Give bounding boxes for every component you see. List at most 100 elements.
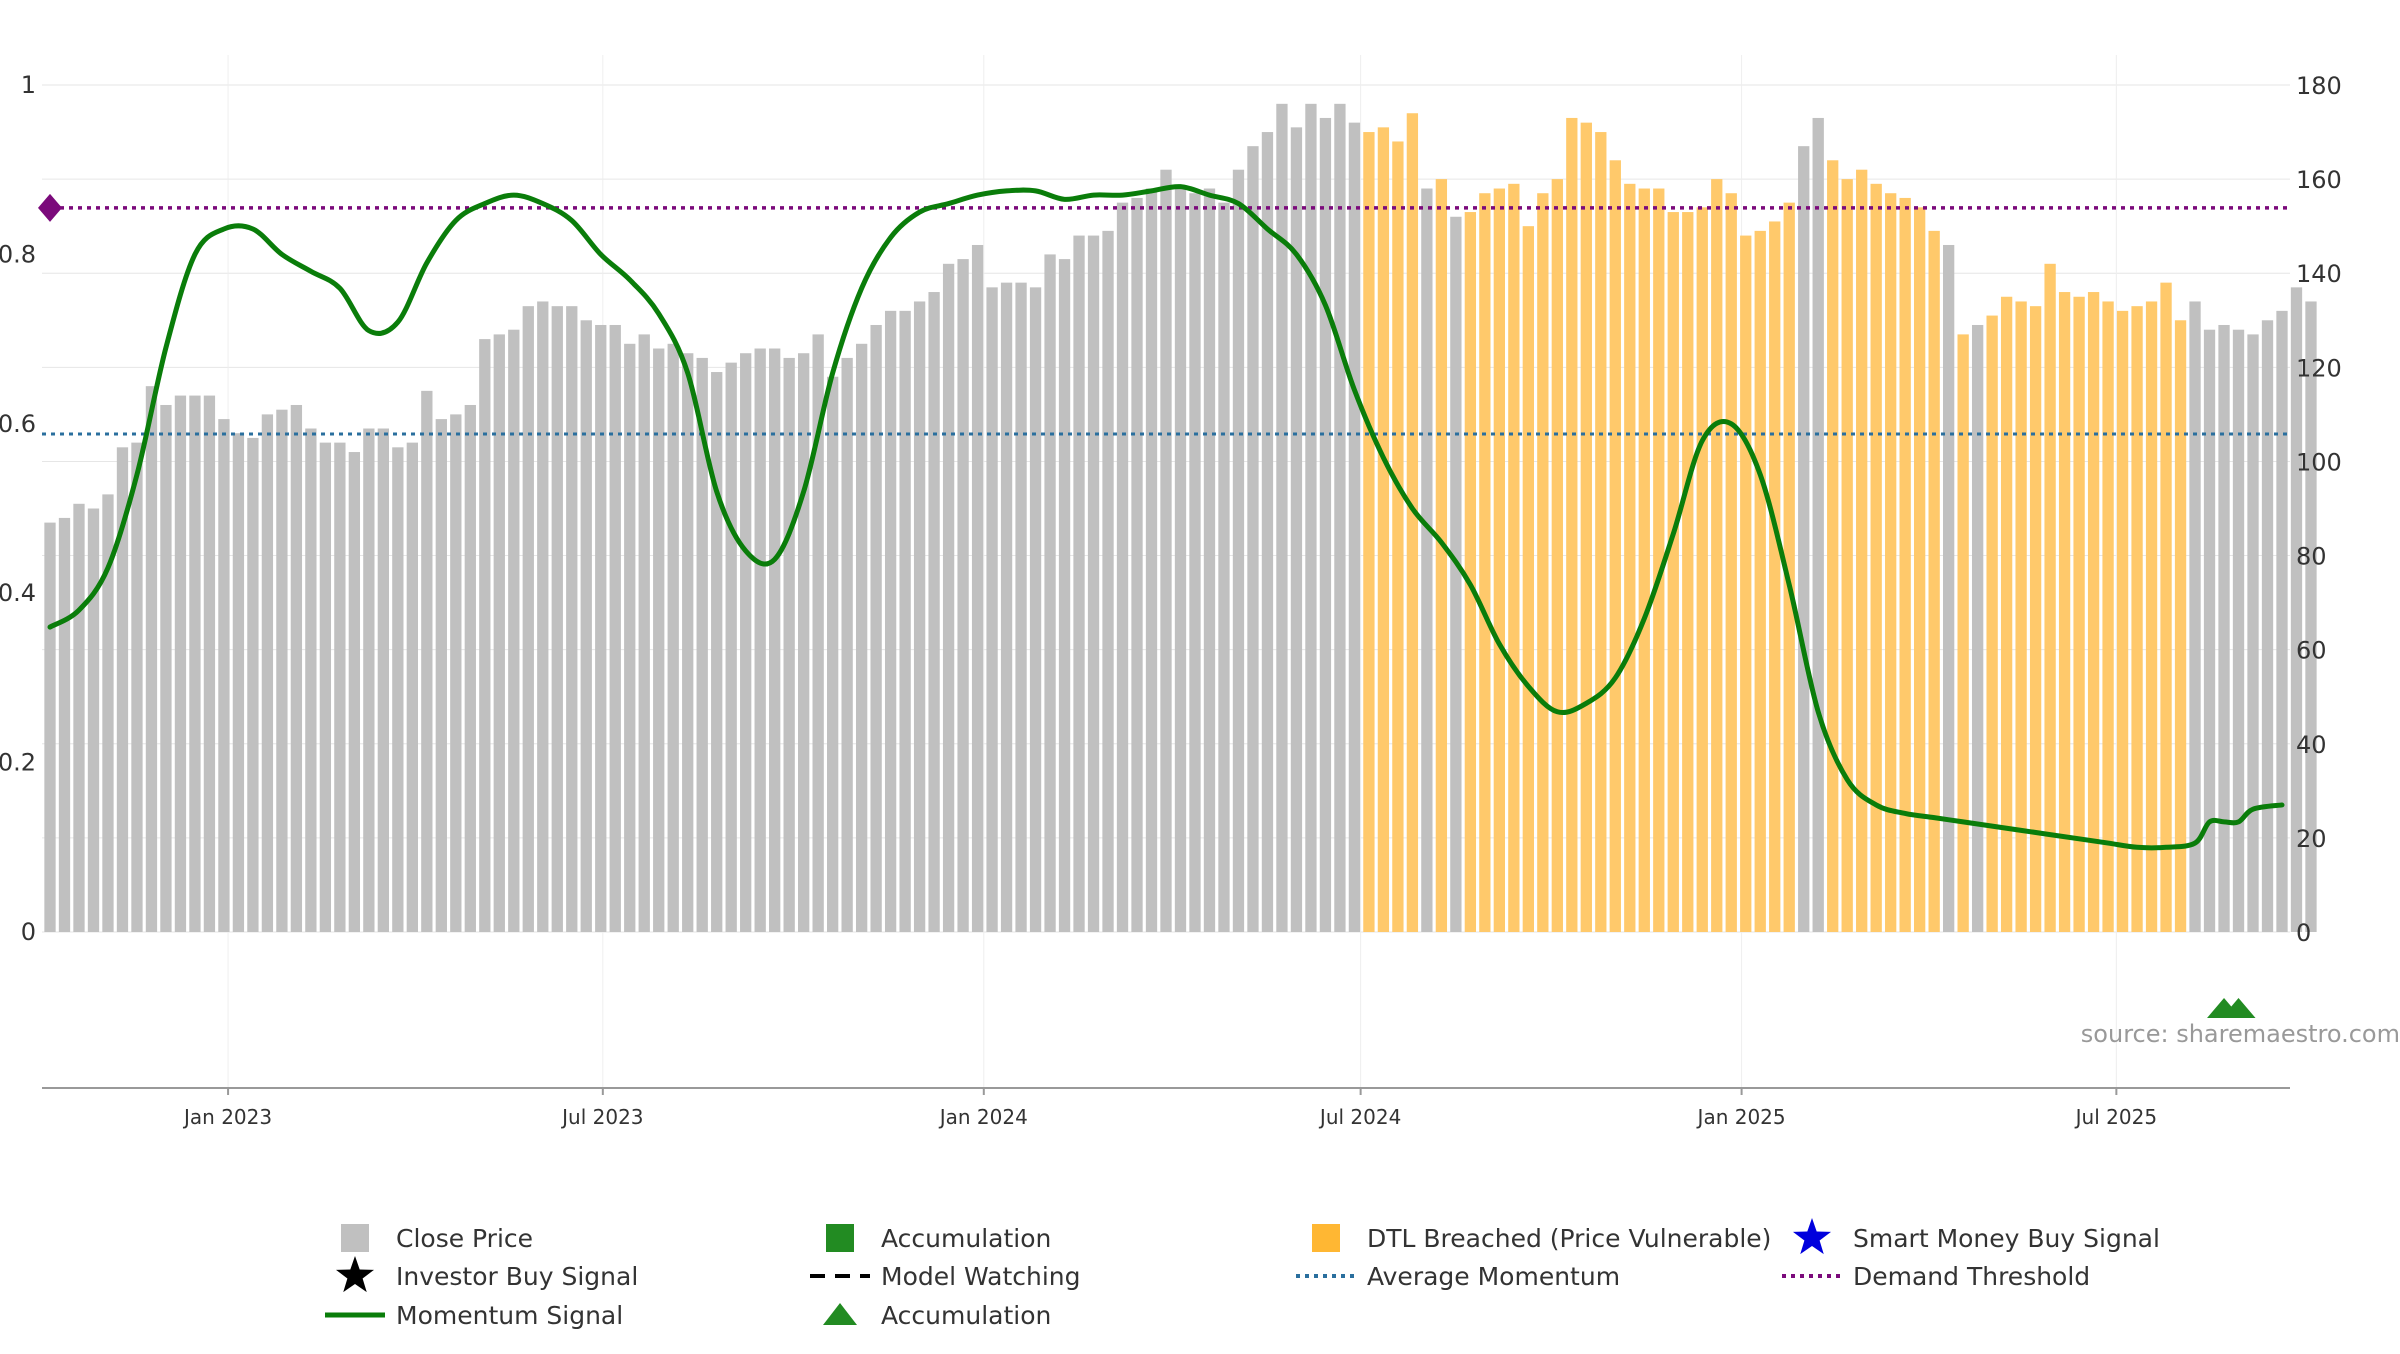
price-bar [971,244,984,932]
price-bar [537,301,549,932]
legend-label: Investor Buy Signal [396,1262,638,1291]
price-bars [44,103,2317,933]
price-bar [696,357,708,932]
price-bar [493,334,505,933]
price-bar [160,404,172,932]
price-bar [1145,188,1158,932]
price-bar [1319,117,1332,932]
legend-label: Accumulation [881,1224,1051,1253]
dtl-breached-bar [1609,160,1621,933]
reference-lines [38,193,2290,436]
momentum-line-layer [47,184,2285,851]
dtl-breached-bar [1885,193,1897,932]
price-bar [203,395,216,933]
price-bar [1174,188,1187,932]
legend-label: Accumulation [881,1301,1051,1330]
price-bar [1218,202,1230,932]
price-bar [1334,103,1346,933]
dtl-breached-bar [1696,207,1708,932]
legend-item: Model Watching [810,1262,1081,1291]
price-bar [2305,301,2317,932]
x-axis-tick-label: Jul 2025 [2074,1105,2157,1129]
left-axis-tick-label: 0.6 [0,410,36,438]
dtl-breached-bar [1522,226,1534,932]
legend-item: Close Price [341,1224,533,1253]
price-bar [1000,282,1013,933]
price-bar [754,348,766,932]
price-bar [812,334,824,933]
right-axis-tick-label: 20 [2296,825,2327,853]
price-bar [653,348,665,932]
legend-star-icon [1792,1218,1832,1255]
dtl-breached-bar [1493,188,1506,932]
price-bar [508,329,520,932]
demand-threshold-marker [38,193,62,222]
price-bar [826,376,839,932]
price-bar [1421,188,1433,932]
axes: 0 0.2 0.4 0.6 0.8 1 0 20 40 60 80 100 120 140 160 180 Ja… [0,71,2342,1129]
right-axis-tick-label: 60 [2296,637,2327,665]
legend-item: Momentum Signal [325,1301,623,1330]
price-bar [1131,197,1143,932]
legend: Close Price Accumulation DTL Breached (Pri… [325,1218,2160,1330]
left-axis-tick-label: 0 [21,918,36,946]
price-bar [189,395,201,933]
dtl-breached-bar [1754,230,1766,933]
price-bar [1015,282,1027,933]
dtl-breached-bar [2145,301,2158,932]
price-bar [1203,188,1216,932]
dtl-breached-bar [1363,132,1375,933]
price-bar [522,306,534,932]
dtl-breached-bar [2073,296,2085,932]
price-bar [609,324,621,932]
price-bar [73,503,85,932]
dtl-breached-bar [1580,122,1592,932]
price-bar [798,353,810,932]
source-label: source: sharemaestro.com [2081,1020,2400,1048]
price-bar [2247,334,2259,933]
price-bar [1189,193,1201,932]
legend-item: Accumulation [826,1224,1051,1253]
dtl-breached-bar [1392,141,1404,932]
price-bar [174,395,187,933]
price-bar [1102,230,1114,933]
left-axis-tick-label: 1 [21,71,36,99]
legend-triangle-icon [823,1303,857,1325]
price-bar [1261,132,1274,933]
legend-star-icon [335,1256,375,1293]
dtl-breached-bar [1870,183,1882,933]
dtl-breached-bar [1479,193,1491,932]
price-bar [624,343,636,932]
price-bar [2189,301,2201,932]
price-bar [1798,146,1810,932]
dtl-breached-bar [1435,179,1448,933]
price-bar [363,428,375,932]
legend-square-icon [1312,1224,1340,1252]
price-bar [1247,146,1259,932]
price-bar [392,447,404,932]
legend-item: Investor Buy Signal [335,1256,638,1293]
dtl-breached-bar [1899,197,1911,932]
dtl-breached-bar [1740,235,1752,933]
price-bar [464,404,476,932]
price-bar [841,357,853,932]
dtl-breached-bar [1986,315,1998,932]
dtl-breached-bar [2029,306,2042,932]
dtl-breached-bar [2015,301,2027,932]
dtl-breached-bar [1508,183,1520,933]
price-bar [566,306,578,932]
price-bar [261,414,274,932]
price-bar [711,372,723,932]
price-bar [421,390,433,933]
price-bar [855,343,868,932]
price-bar [218,419,230,932]
price-bar [290,404,303,932]
dtl-breached-bar [1827,160,1839,933]
dtl-breached-bar [1406,113,1419,932]
dtl-breached-bar [2058,292,2071,932]
dtl-breached-bar [1551,179,1563,933]
price-bar [44,522,56,932]
legend-label: Model Watching [881,1262,1081,1291]
price-bar [2203,329,2216,932]
